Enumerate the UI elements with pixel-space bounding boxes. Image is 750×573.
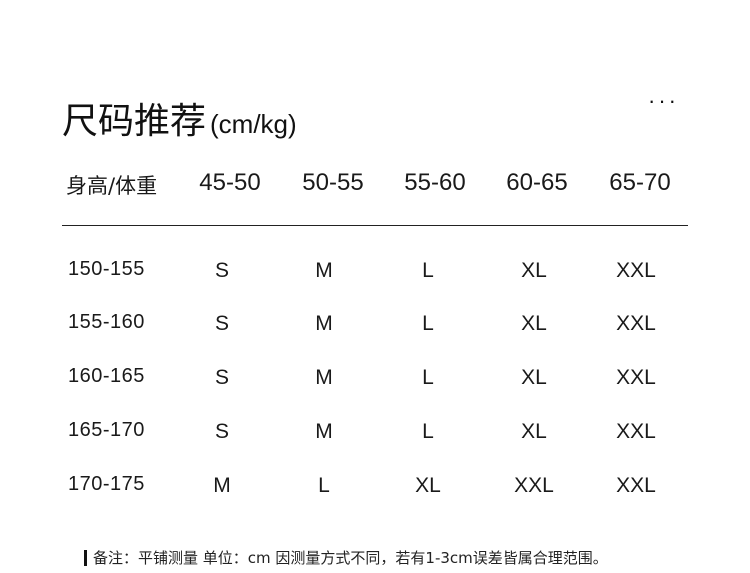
size-cell: S [214, 420, 229, 443]
more-icon: ··· [648, 88, 679, 113]
size-cell: XXL [514, 474, 554, 497]
size-cell: XXL [616, 259, 656, 282]
size-cell: M [315, 312, 333, 335]
size-cell: M [315, 366, 333, 389]
size-cell: L [318, 474, 330, 497]
row-height-label: 160-165 [68, 365, 145, 387]
size-cell: XL [521, 366, 547, 389]
note-text: 备注：平铺测量 单位：cm 因测量方式不同，若有1-3cm误差皆属合理范围。 [93, 549, 608, 567]
header-label: 身高/体重 [66, 174, 158, 198]
size-cell: L [422, 420, 434, 443]
size-cell: M [315, 420, 333, 443]
row-height-label: 155-160 [68, 311, 145, 333]
size-cell: L [422, 259, 434, 282]
size-cell: XXL [616, 366, 656, 389]
column-header: 55-60 [404, 169, 466, 196]
column-header: 50-55 [302, 169, 364, 196]
size-cell: S [214, 259, 229, 282]
size-cell: S [214, 312, 229, 335]
footnote: 备注：平铺测量 单位：cm 因测量方式不同，若有1-3cm误差皆属合理范围。 [84, 547, 608, 568]
divider [62, 225, 688, 226]
size-cell: M [315, 259, 333, 282]
row-height-label: 170-175 [68, 473, 145, 495]
unit-label: (cm/kg) [210, 109, 297, 139]
size-cell: L [422, 366, 434, 389]
size-cell: XL [521, 420, 547, 443]
size-cell: XL [415, 474, 441, 497]
row-height-label: 150-155 [68, 258, 145, 280]
size-cell: M [213, 474, 231, 497]
column-header: 45-50 [199, 169, 261, 196]
page-title: 尺码推荐 (cm/kg) [62, 92, 297, 144]
size-cell: XXL [616, 474, 656, 497]
size-cell: S [214, 366, 229, 389]
column-header: 65-70 [609, 169, 671, 196]
size-cell: XL [521, 259, 547, 282]
column-header: 60-65 [506, 169, 568, 196]
row-height-label: 165-170 [68, 419, 145, 441]
size-cell: XL [521, 312, 547, 335]
note-bar [84, 550, 87, 566]
size-cell: L [422, 312, 434, 335]
size-cell: XXL [616, 420, 656, 443]
title-text: 尺码推荐 [62, 101, 207, 142]
size-cell: XXL [616, 312, 656, 335]
